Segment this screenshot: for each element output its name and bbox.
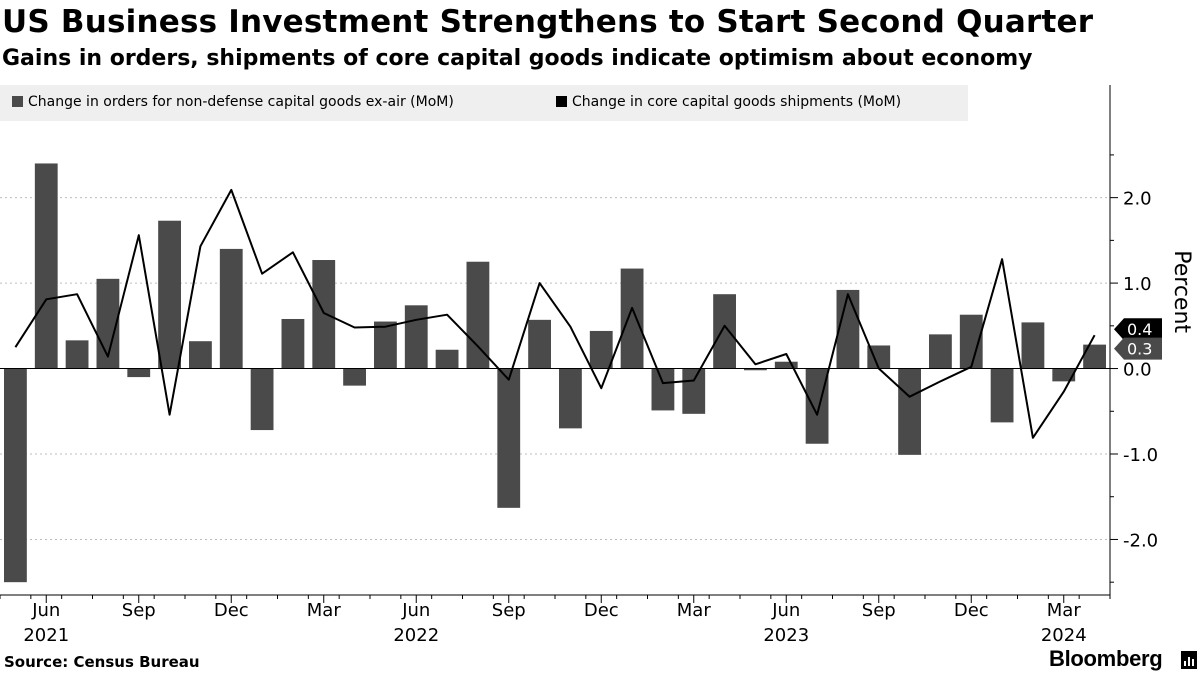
y-tick-label-1: 1.0 [1123, 274, 1152, 295]
bar-2024-04 [1083, 344, 1106, 369]
y-tick-label-2: 0.0 [1123, 360, 1152, 381]
legend-item-shipments[interactable]: Change in core capital goods shipments (… [556, 94, 901, 110]
x-tick-label-28: Sep [862, 600, 896, 621]
end-label-shipments-tag [1114, 318, 1162, 341]
bar-2023-10 [898, 368, 921, 455]
bar-2024-03 [1052, 368, 1076, 382]
bar-2022-06 [404, 305, 428, 369]
legend-swatch-orders [12, 96, 23, 107]
x-tick-label-13: Jun [401, 600, 430, 621]
bar-2022-08 [466, 261, 490, 369]
bar-2022-10 [528, 319, 551, 369]
bar-2023-06 [774, 361, 798, 369]
bar-2023-09 [867, 345, 891, 369]
bar-2023-05 [744, 368, 767, 371]
bar-2022-03 [312, 260, 336, 369]
bar-2023-02 [651, 368, 675, 411]
bar-2022-12 [589, 330, 613, 369]
bar-2021-09 [127, 368, 151, 378]
bar-2021-12 [219, 248, 243, 369]
legend-swatch-shipments [556, 96, 567, 107]
bar-2023-03 [682, 368, 706, 414]
y-axis-title: Percent [1169, 250, 1194, 333]
bar-2021-11 [189, 341, 212, 369]
bar-2022-02 [281, 318, 305, 369]
bar-2023-12 [959, 314, 983, 369]
x-year-label-2024: 2024 [1041, 625, 1087, 646]
y-tick-label-0: 2.0 [1123, 189, 1152, 210]
bar-2022-05 [374, 321, 397, 369]
bloomberg-chart-icon [1181, 651, 1197, 669]
x-tick-label-19: Dec [584, 600, 619, 621]
x-tick-label-4: Sep [122, 600, 156, 621]
legend-label-orders: Change in orders for non-defense capital… [28, 94, 454, 110]
shipments-line [14, 188, 1096, 439]
chart-subtitle: Gains in orders, shipments of core capit… [2, 46, 1033, 71]
x-tick-label-10: Mar [307, 600, 342, 621]
bar-2023-07 [805, 368, 829, 444]
source-note: Source: Census Bureau [4, 653, 200, 671]
bar-2023-01 [620, 268, 644, 369]
bar-2023-04 [713, 294, 736, 369]
end-label-orders: 0.3 [1127, 340, 1152, 359]
bar-2022-11 [559, 368, 582, 429]
bar-2021-07 [65, 340, 89, 369]
bar-2022-07 [435, 349, 459, 369]
x-year-label-2021: 2021 [23, 625, 69, 646]
x-tick-label-25: Jun [771, 600, 800, 621]
bar-2021-06 [34, 163, 58, 369]
x-year-label-2023: 2023 [763, 625, 809, 646]
x-tick-label-1: Jun [31, 600, 60, 621]
y-tick-label-3: -1.0 [1123, 445, 1158, 466]
y-tick-label-4: -2.0 [1123, 530, 1158, 551]
bar-2022-09 [497, 368, 521, 508]
bar-2021-05 [4, 368, 27, 583]
legend-item-orders[interactable]: Change in orders for non-defense capital… [12, 94, 454, 110]
end-label-orders-tag [1114, 337, 1162, 360]
x-tick-label-16: Sep [492, 600, 526, 621]
legend-label-shipments: Change in core capital goods shipments (… [572, 94, 902, 110]
legend: Change in orders for non-defense capital… [0, 85, 968, 121]
bar-2023-11 [929, 334, 952, 369]
x-tick-label-34: Mar [1047, 600, 1082, 621]
x-tick-label-31: Dec [954, 600, 989, 621]
bar-2024-01 [990, 368, 1014, 423]
chart-title: US Business Investment Strengthens to St… [2, 4, 1094, 40]
x-year-label-2022: 2022 [393, 625, 439, 646]
x-tick-label-7: Dec [214, 600, 249, 621]
bar-2022-04 [343, 368, 366, 386]
bar-2024-02 [1021, 322, 1045, 369]
bloomberg-logo: Bloomberg [1049, 646, 1163, 671]
bar-2022-01 [250, 368, 274, 431]
x-tick-label-22: Mar [677, 600, 712, 621]
end-label-shipments: 0.4 [1127, 320, 1152, 339]
bar-2021-10 [158, 220, 181, 369]
